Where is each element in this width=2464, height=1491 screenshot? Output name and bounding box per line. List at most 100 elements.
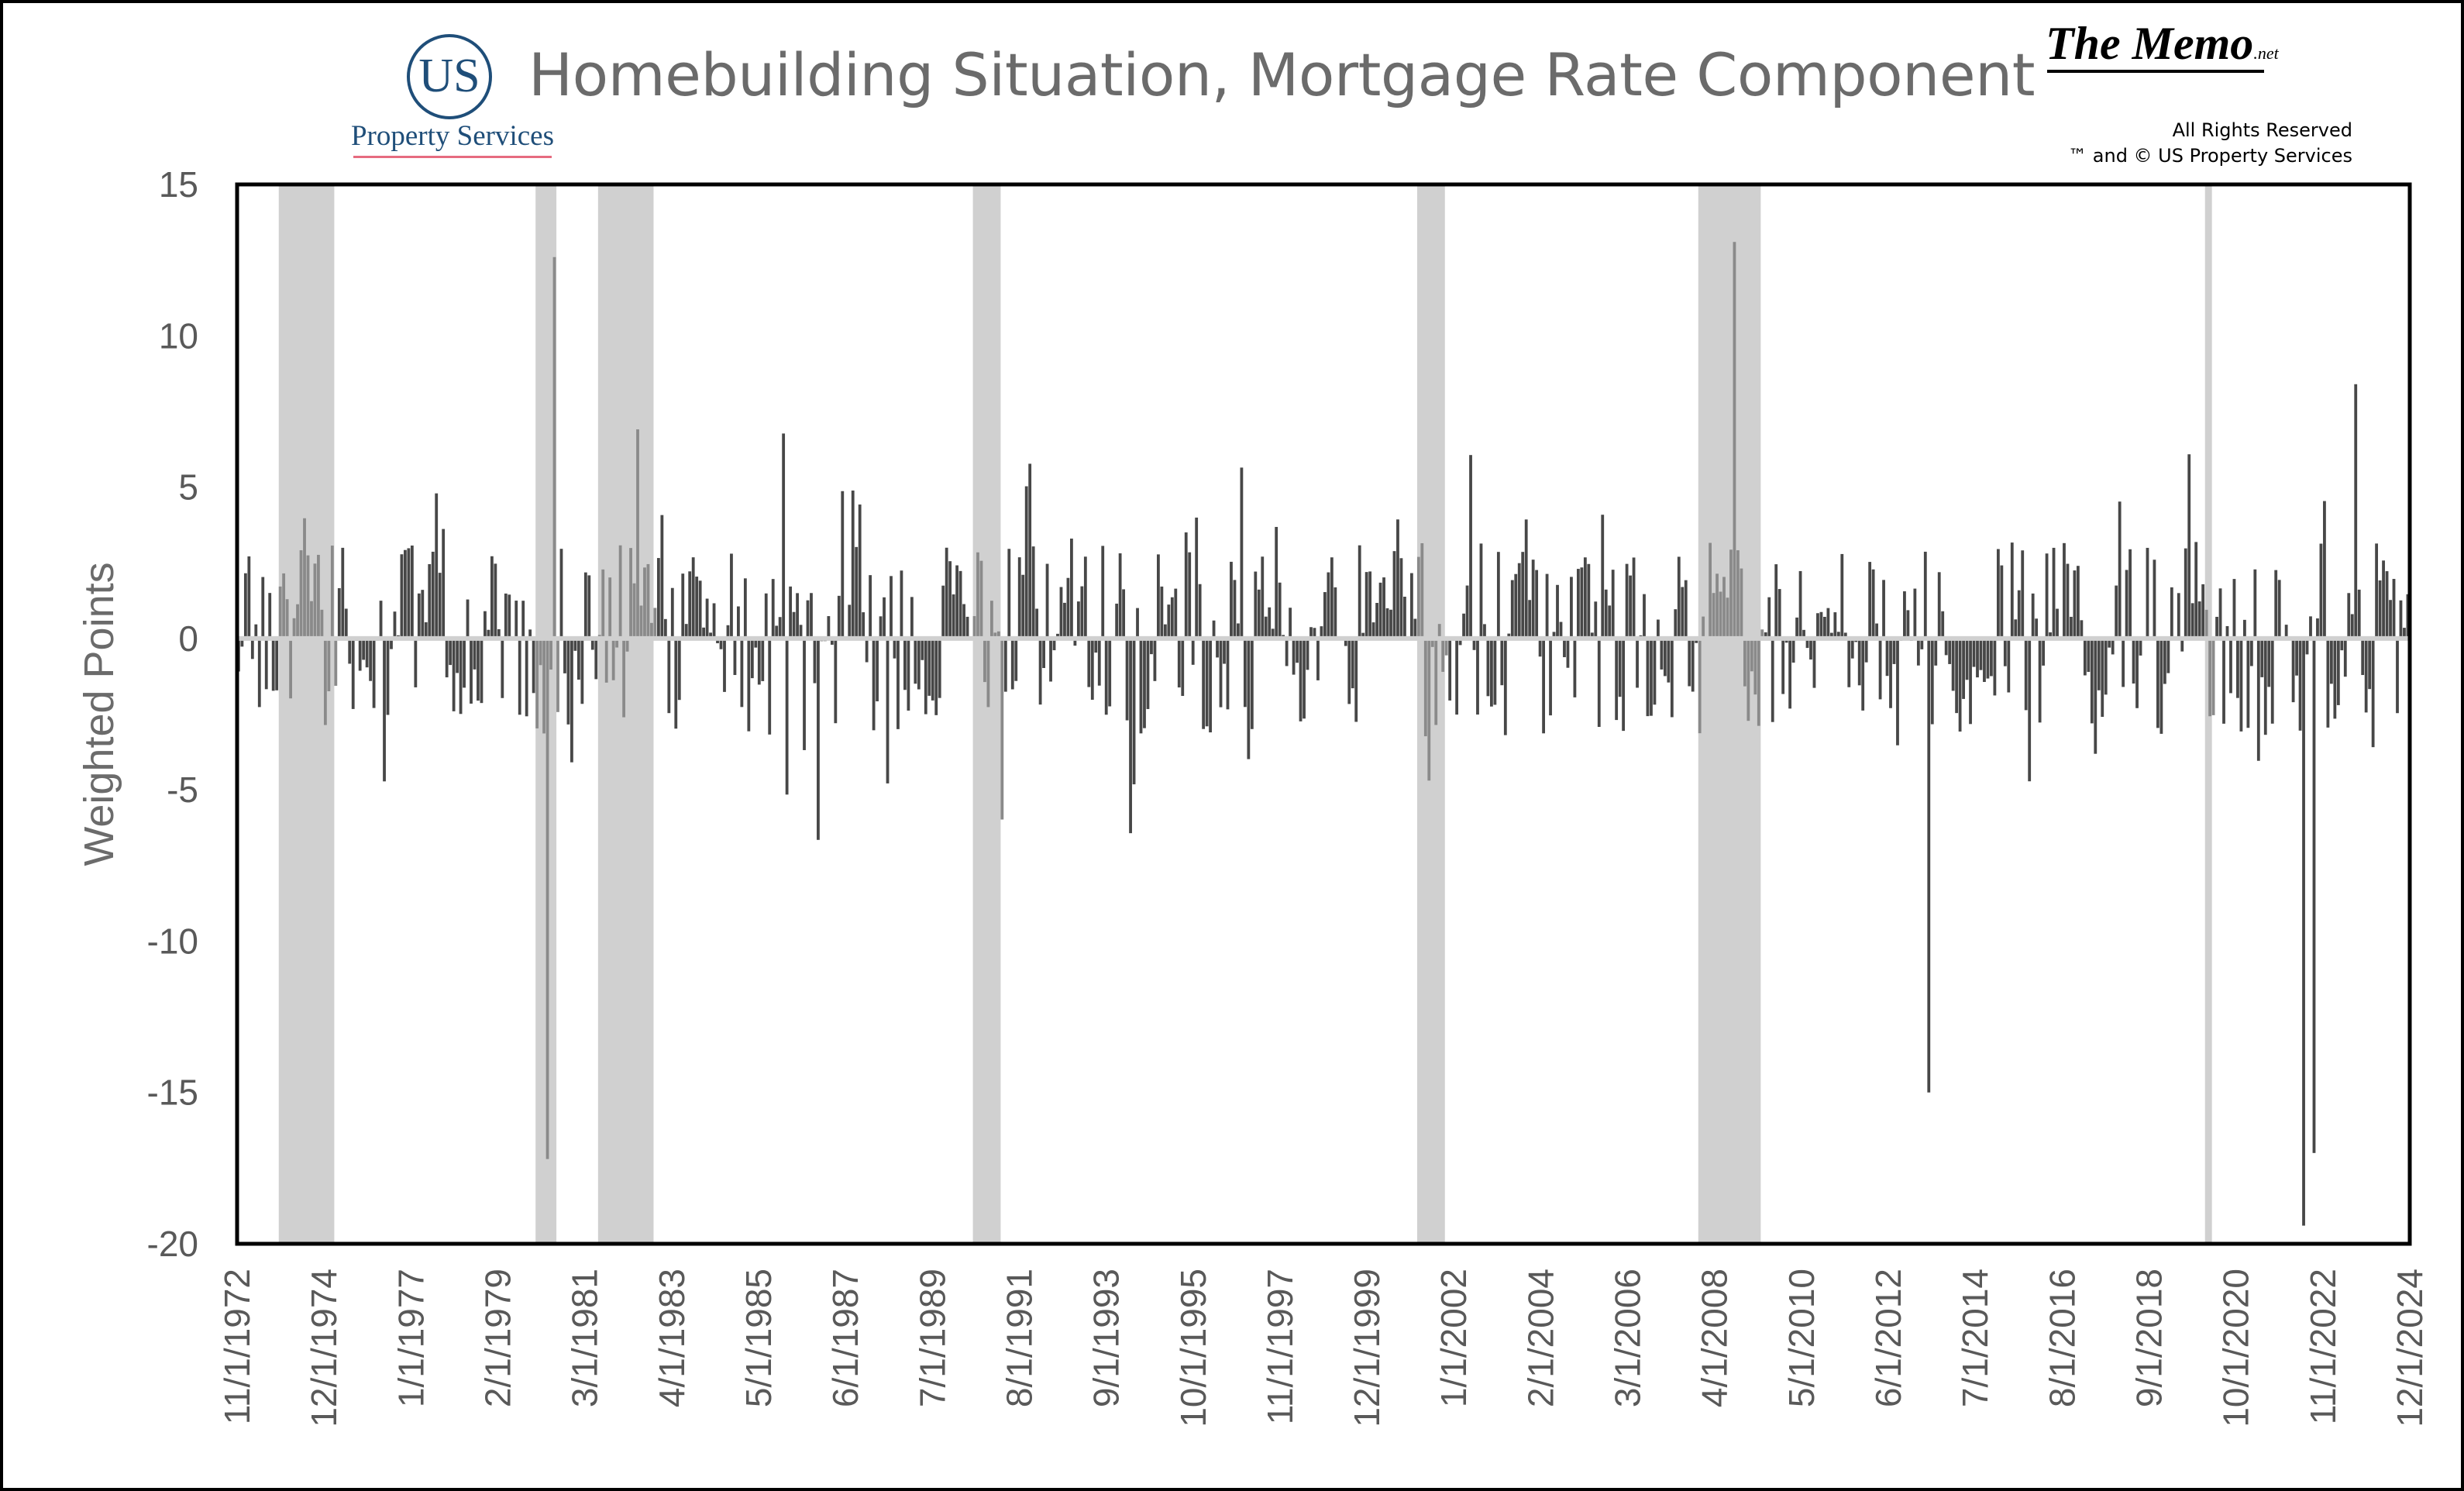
x-tick-label: 5/1/2010 <box>1781 1269 1822 1407</box>
bar <box>2201 584 2205 639</box>
bar <box>2371 638 2375 748</box>
bar <box>1979 638 1983 670</box>
bar <box>1139 638 1143 734</box>
x-tick-label: 4/1/1983 <box>652 1269 692 1407</box>
bar <box>243 573 247 639</box>
bar <box>1819 611 1823 639</box>
bar <box>1878 638 1882 700</box>
bar <box>257 638 261 708</box>
bar <box>1941 611 1945 639</box>
bar <box>372 638 376 708</box>
bar <box>1070 538 1073 639</box>
bar <box>2350 614 2354 639</box>
bar <box>2042 638 2046 666</box>
bar <box>1309 627 1313 639</box>
bar <box>1570 577 1573 639</box>
bar <box>1712 593 1716 639</box>
bar <box>1767 597 1771 639</box>
bar <box>1430 638 1434 647</box>
bar <box>431 551 435 639</box>
bar <box>1292 638 1296 675</box>
bar <box>1903 591 1906 639</box>
logo-circle <box>407 34 492 119</box>
bar-series <box>237 242 2410 1226</box>
bar <box>337 588 341 639</box>
bar <box>1629 575 1632 639</box>
bar <box>386 638 390 715</box>
bar <box>667 638 671 714</box>
bar <box>449 638 453 666</box>
bar <box>2063 542 2066 639</box>
bar <box>484 611 487 639</box>
bar <box>1354 638 1358 722</box>
bar <box>532 638 535 694</box>
bar <box>428 563 432 639</box>
bar <box>1313 628 1316 639</box>
bar <box>636 429 639 639</box>
bar <box>948 561 952 639</box>
bar <box>1198 584 1202 639</box>
bar <box>463 638 466 688</box>
bar <box>1674 609 1678 639</box>
bar <box>1316 638 1320 680</box>
bar <box>2166 638 2170 673</box>
bar <box>1202 638 1206 729</box>
bar <box>934 638 938 715</box>
bar <box>323 638 327 725</box>
bar <box>955 565 959 639</box>
bar <box>1073 638 1077 646</box>
bar <box>858 504 862 639</box>
bar <box>674 638 678 729</box>
bar <box>1889 638 1892 708</box>
bar <box>1753 638 1757 695</box>
bar <box>1268 607 1272 639</box>
bar <box>1983 638 1986 682</box>
bar <box>2007 638 2011 693</box>
bar <box>1035 608 1039 639</box>
bar <box>1722 577 1726 639</box>
bar <box>303 518 306 639</box>
bar <box>764 593 768 639</box>
x-tick-label: 3/1/2006 <box>1608 1269 1648 1407</box>
bar <box>1042 638 1045 669</box>
bar <box>1771 638 1774 722</box>
bar <box>1327 572 1330 639</box>
bar <box>362 638 366 660</box>
bar <box>494 563 497 639</box>
bar <box>2111 638 2115 655</box>
bar <box>590 638 594 650</box>
recession-band <box>1698 184 1761 1244</box>
bar <box>2066 563 2070 639</box>
bar <box>2284 625 2288 639</box>
bar <box>1167 604 1171 639</box>
bar <box>1358 545 1361 639</box>
logo-name: Property Services <box>350 120 555 152</box>
bar <box>1237 623 1240 639</box>
bar <box>1479 543 1483 639</box>
recession-band <box>597 184 654 1244</box>
bar <box>1809 638 1812 660</box>
bar <box>1955 638 1959 714</box>
bar <box>414 638 418 687</box>
bar <box>1230 561 1233 639</box>
bar <box>1076 601 1080 639</box>
bar <box>1003 638 1007 692</box>
bar <box>1528 600 1532 639</box>
bar <box>528 629 532 639</box>
bar <box>2368 638 2372 690</box>
bar <box>941 585 945 639</box>
bar <box>477 638 480 701</box>
bar <box>2180 638 2184 652</box>
bar <box>1472 638 1476 650</box>
bar <box>282 573 286 639</box>
bar <box>1882 580 1885 639</box>
bar <box>1729 549 1733 639</box>
bar <box>1108 638 1112 707</box>
bar <box>1590 632 1594 639</box>
bar <box>514 601 518 639</box>
bar <box>2204 609 2208 639</box>
bar <box>1698 638 1702 734</box>
bar <box>1871 569 1875 639</box>
bar <box>1684 580 1688 639</box>
bar <box>1868 562 1872 639</box>
